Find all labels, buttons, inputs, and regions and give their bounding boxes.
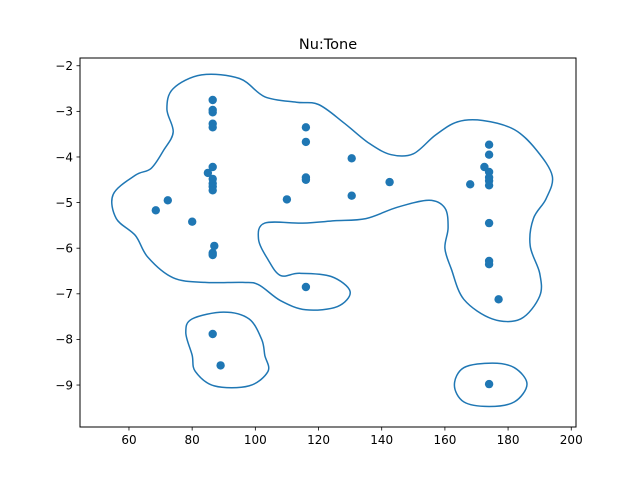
- x-tick-label: 140: [370, 433, 393, 447]
- points-group: [151, 95, 503, 389]
- data-point: [188, 217, 197, 226]
- data-point: [301, 282, 311, 292]
- contour-group: [111, 73, 554, 408]
- x-tick-label: 120: [307, 433, 330, 447]
- data-point: [163, 196, 172, 205]
- data-point: [301, 137, 311, 147]
- data-point: [347, 154, 356, 163]
- y-tick-label: −3: [55, 105, 73, 119]
- y-tick-label: −6: [55, 242, 73, 256]
- data-point: [484, 260, 494, 269]
- contour-line: [453, 362, 528, 408]
- x-tick-label: 180: [497, 433, 520, 447]
- data-point: [282, 195, 292, 204]
- data-point: [484, 218, 494, 228]
- chart-title: Nu:Tone: [299, 37, 357, 53]
- y-tick-label: −2: [55, 59, 73, 73]
- y-tick-label: −9: [55, 378, 73, 392]
- data-point: [208, 329, 217, 339]
- y-tick-label: −7: [55, 287, 73, 301]
- data-point: [208, 95, 217, 105]
- data-point: [151, 206, 160, 215]
- x-tick-label: 100: [244, 433, 267, 447]
- data-point: [484, 379, 494, 389]
- y-axis: −9 −8 −7 −6 −5 −4 −3 −2: [55, 59, 80, 392]
- data-point: [208, 162, 217, 172]
- data-point: [385, 177, 394, 187]
- x-tick-label: 160: [433, 433, 456, 447]
- data-point: [301, 123, 311, 132]
- data-point: [347, 191, 356, 200]
- data-point: [203, 168, 213, 178]
- contour-line: [185, 311, 270, 389]
- data-point: [484, 150, 494, 159]
- data-point: [208, 250, 217, 260]
- data-point: [208, 186, 217, 195]
- y-tick-label: −5: [55, 196, 73, 210]
- y-tick-label: −8: [55, 333, 73, 347]
- data-point: [494, 295, 503, 304]
- x-tick-label: 200: [560, 433, 583, 447]
- data-point: [484, 140, 494, 149]
- contour-line: [111, 73, 554, 323]
- x-tick-label: 60: [121, 433, 136, 447]
- x-tick-label: 80: [185, 433, 200, 447]
- data-point: [210, 241, 219, 251]
- data-point: [466, 180, 475, 189]
- y-tick-label: −4: [55, 150, 73, 164]
- data-point: [216, 361, 225, 370]
- data-point: [208, 108, 217, 117]
- data-point: [301, 175, 311, 184]
- data-point: [484, 181, 494, 190]
- data-point: [208, 123, 217, 132]
- x-axis: 60 80 100 120 140 160 180 200: [121, 427, 583, 447]
- axes-frame: [79, 57, 577, 428]
